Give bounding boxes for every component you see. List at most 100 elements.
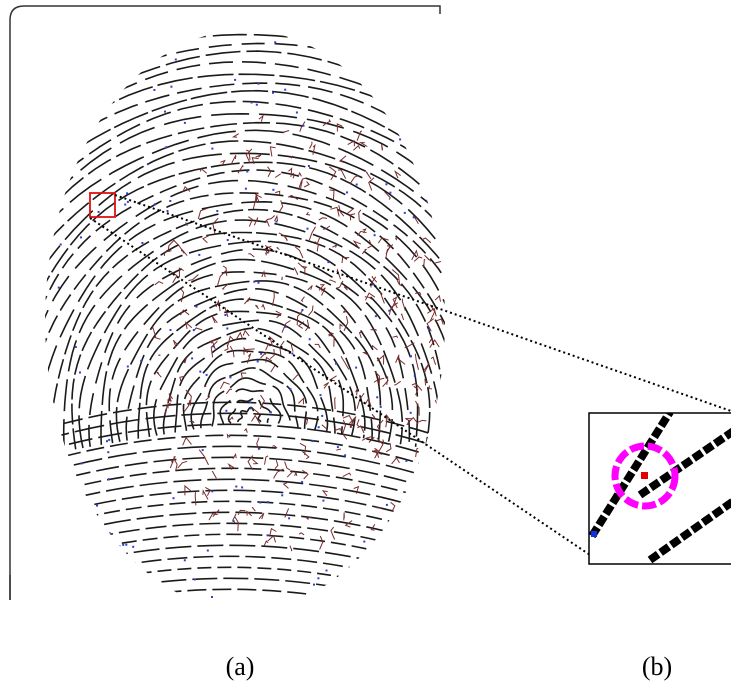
endpoint — [164, 111, 166, 113]
ridge — [285, 509, 289, 518]
ridge — [243, 331, 249, 336]
ridge — [277, 248, 280, 250]
endpoint — [285, 326, 287, 328]
ridge — [329, 280, 336, 282]
endpoint — [127, 366, 129, 368]
endpoint — [322, 500, 324, 502]
ridge — [350, 176, 358, 184]
endpoint — [250, 407, 252, 409]
minutia-pixel — [641, 472, 648, 479]
ridge — [315, 344, 321, 348]
endpoint — [57, 82, 59, 84]
endpoint — [170, 329, 172, 331]
ridge — [40, 479, 450, 517]
ridge — [155, 282, 163, 285]
inset-frame — [589, 413, 731, 564]
ridge — [40, 589, 450, 627]
ridge — [270, 147, 275, 157]
endpoint — [224, 314, 226, 316]
endpoint — [335, 363, 337, 365]
endpoint — [257, 83, 259, 85]
ridge — [40, 468, 450, 506]
endpoint — [346, 191, 348, 193]
ridge — [293, 374, 299, 380]
ridge — [302, 452, 309, 459]
ridge — [0, 83, 567, 473]
ridge — [430, 340, 439, 348]
caption: (a) — [226, 652, 255, 681]
ridge — [0, 35, 616, 481]
ridge — [262, 305, 265, 310]
endpoint — [116, 71, 118, 73]
endpoint — [85, 72, 87, 74]
endpoint — [212, 345, 214, 347]
ridge — [151, 327, 156, 337]
ridge — [423, 454, 425, 460]
endpoint — [337, 446, 339, 448]
ridge — [204, 386, 206, 387]
endpoint — [79, 372, 81, 374]
ridge — [331, 527, 335, 540]
endpoint — [175, 59, 177, 61]
endpoint — [405, 460, 407, 462]
ridge — [40, 490, 450, 528]
ridge — [380, 291, 384, 303]
ridge — [205, 487, 210, 495]
endpoint — [173, 497, 175, 499]
endpoint — [251, 102, 253, 104]
ridge — [234, 134, 239, 138]
endpoint — [108, 478, 110, 480]
endpoint — [431, 112, 433, 114]
ridge — [287, 472, 292, 477]
ridge — [401, 314, 404, 320]
endpoint — [191, 357, 193, 359]
ridge — [393, 296, 398, 308]
endpoint — [410, 355, 412, 357]
endpoint — [107, 451, 109, 453]
ridge — [284, 483, 289, 489]
endpoint — [374, 234, 376, 236]
endpoint — [167, 210, 169, 212]
ridge — [298, 173, 301, 177]
ridge — [336, 449, 341, 450]
endpoint — [318, 426, 320, 428]
endpoint — [147, 163, 149, 165]
ridge — [194, 328, 203, 331]
endpoint — [274, 41, 276, 43]
endpoint — [58, 287, 60, 289]
ridge — [391, 502, 395, 511]
ridge — [396, 238, 398, 240]
ridge — [259, 513, 264, 519]
ridge — [304, 182, 309, 187]
ridge — [264, 541, 268, 546]
endpoint — [126, 192, 128, 194]
endpoint — [125, 544, 127, 546]
ridge — [245, 349, 254, 350]
ridge — [14, 170, 484, 459]
endpoint — [58, 136, 60, 138]
ridge — [317, 239, 320, 244]
endpoint — [267, 501, 269, 503]
ridge — [302, 470, 308, 479]
endpoint — [194, 578, 196, 580]
endpoint — [376, 396, 378, 398]
endpoint — [184, 122, 186, 124]
ridge — [284, 131, 289, 133]
endpoint — [307, 228, 309, 230]
endpoint — [98, 211, 100, 213]
ridge — [302, 297, 305, 302]
ridge — [40, 567, 450, 605]
endpoint — [62, 105, 64, 107]
ridge — [425, 255, 431, 261]
endpoint — [245, 188, 247, 190]
endpoint — [81, 462, 83, 464]
ridge — [332, 245, 336, 248]
ridge — [336, 281, 343, 288]
ridge — [178, 461, 188, 468]
endpoint — [320, 394, 322, 396]
ridge — [223, 266, 227, 276]
endpoint — [303, 125, 305, 127]
zoom-guide — [115, 195, 731, 411]
ridge — [259, 116, 263, 122]
endpoint — [257, 360, 259, 362]
